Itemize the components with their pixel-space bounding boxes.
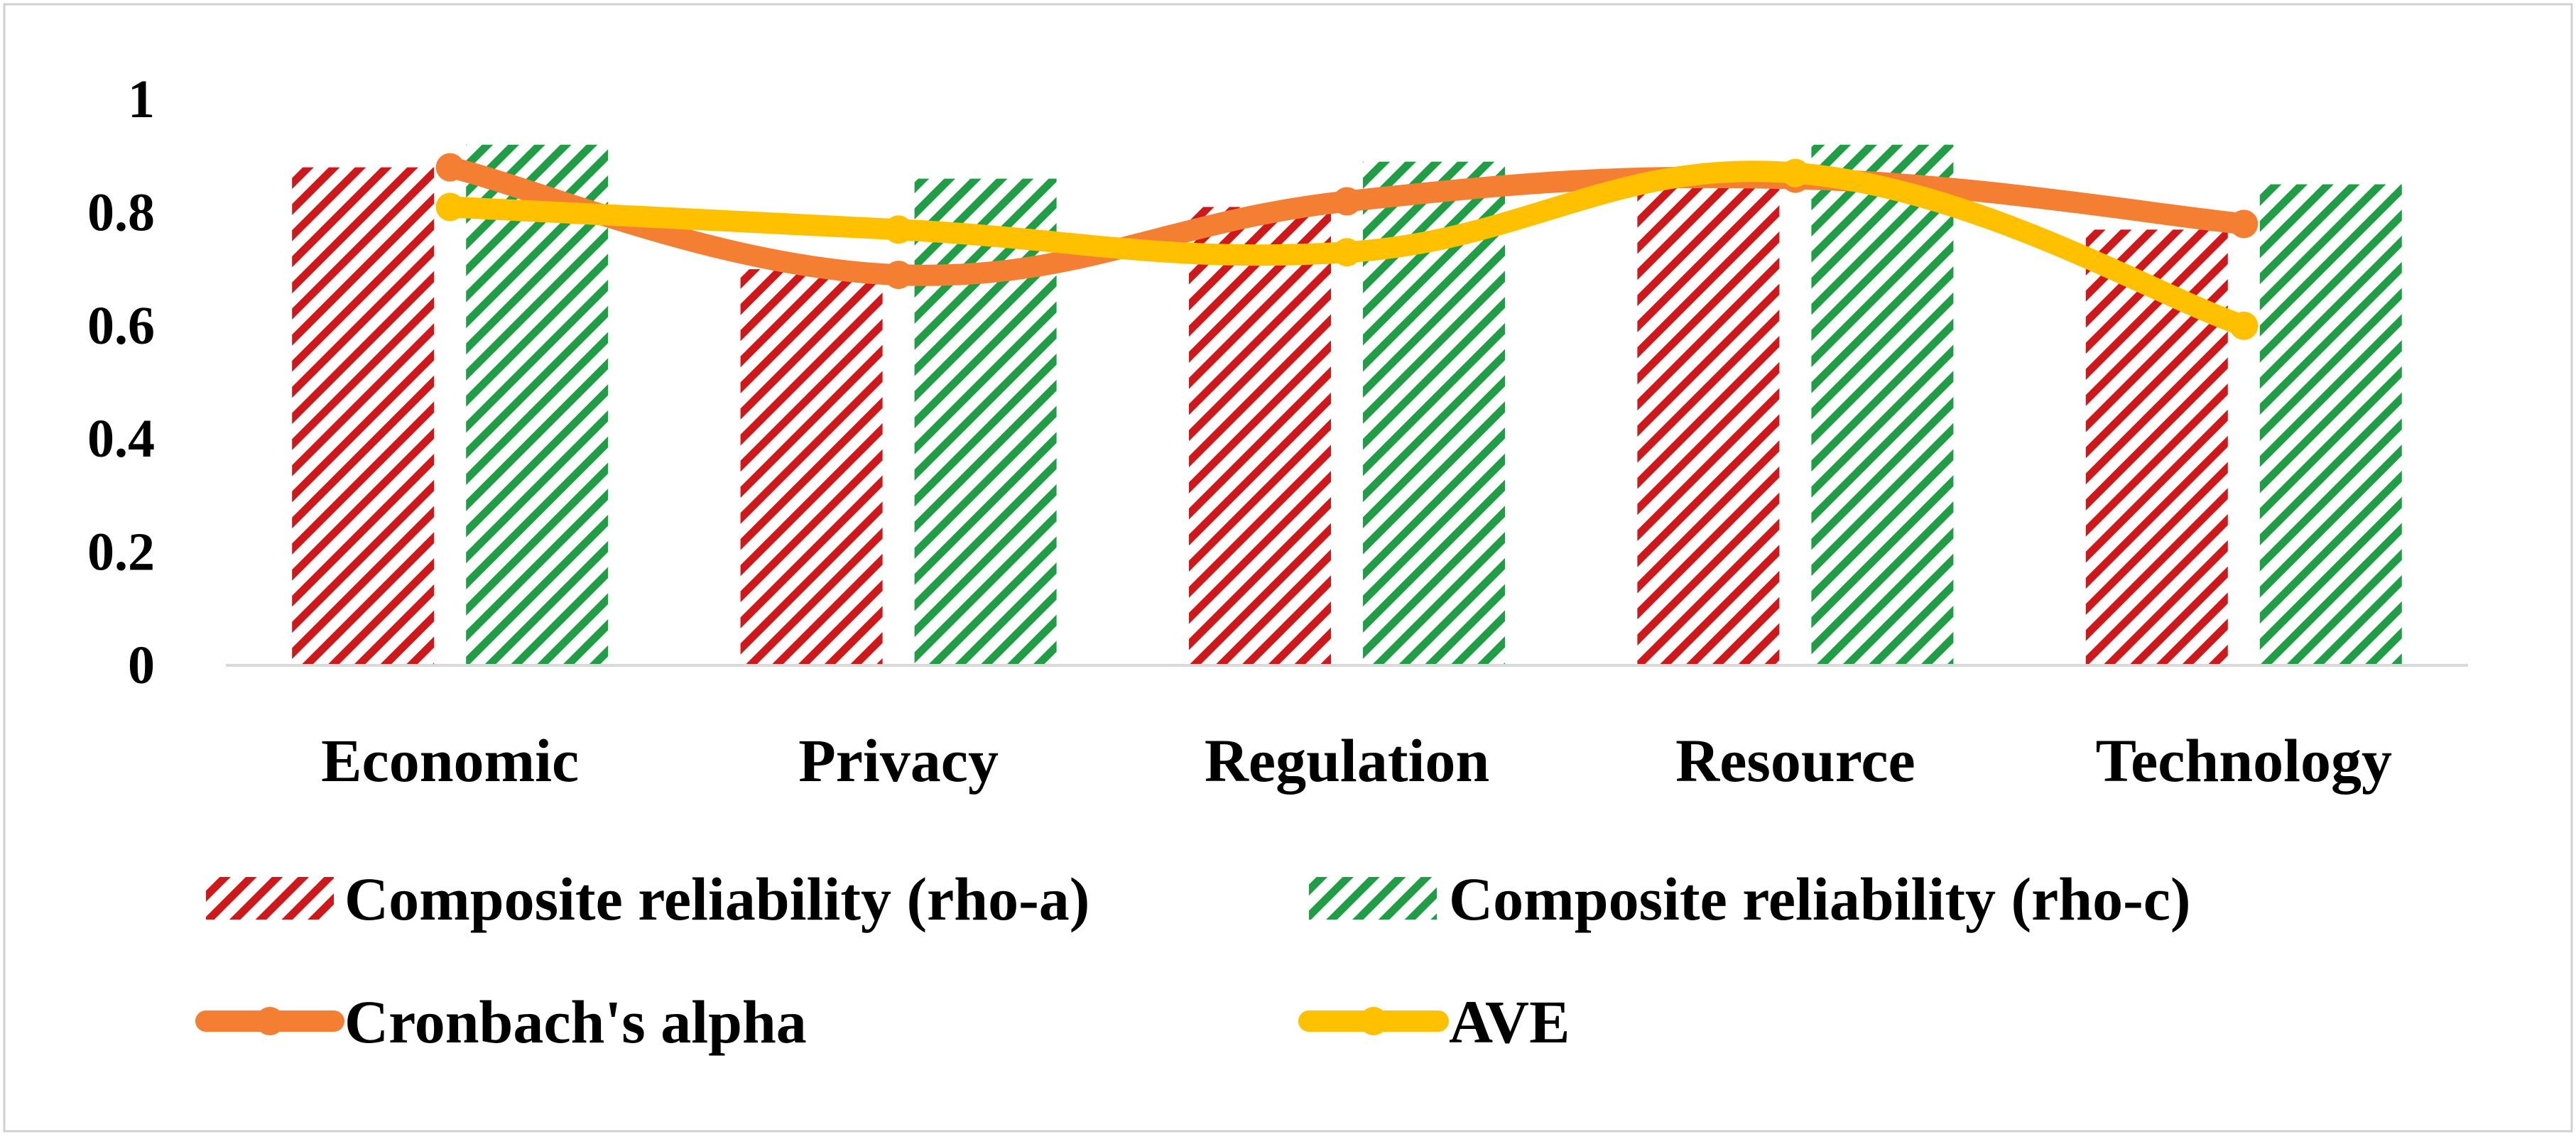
bar-rho-a-privacy bbox=[740, 269, 883, 666]
x-axis-tick-labels: Economic Privacy Regulation Resource Technol… bbox=[321, 726, 2392, 795]
bar-rho-c-technology bbox=[2259, 184, 2402, 665]
y-tick-label: 0.2 bbox=[87, 523, 155, 582]
point-cronbach-alpha-privacy bbox=[884, 261, 913, 290]
bar-rho-c-privacy bbox=[914, 178, 1057, 665]
legend-label-rho-a: Composite reliability (rho-a) bbox=[344, 865, 1089, 933]
legend-label-ave: AVE bbox=[1449, 988, 1570, 1056]
y-axis-tick-labels: 0 0.2 0.4 0.6 0.8 1 bbox=[87, 70, 155, 695]
bar-rho-c-economic bbox=[466, 144, 609, 665]
x-tick-label: Resource bbox=[1675, 726, 1915, 795]
legend-label-rho-c: Composite reliability (rho-c) bbox=[1449, 865, 2191, 933]
point-cronbach-alpha-regulation bbox=[1332, 187, 1362, 216]
legend-marker-ave bbox=[1359, 1007, 1388, 1035]
point-ave-resource bbox=[1781, 158, 1810, 187]
legend-marker-cronbach-alpha bbox=[256, 1007, 284, 1035]
y-tick-label: 0.6 bbox=[87, 296, 155, 356]
bar-rho-a-regulation bbox=[1189, 207, 1331, 665]
point-cronbach-alpha-economic bbox=[435, 153, 464, 182]
y-tick-label: 0.4 bbox=[87, 409, 155, 469]
point-ave-technology bbox=[2229, 311, 2259, 340]
point-ave-economic bbox=[435, 192, 464, 222]
legend-label-cronbach-alpha: Cronbach's alpha bbox=[344, 988, 807, 1056]
bar-rho-c-resource bbox=[1811, 144, 1954, 665]
bar-rho-a-economic bbox=[292, 167, 435, 665]
bar-rho-a-resource bbox=[1637, 184, 1780, 665]
legend-swatch-rho-a bbox=[206, 877, 334, 920]
x-tick-label: Regulation bbox=[1205, 726, 1489, 795]
x-tick-label: Technology bbox=[2096, 726, 2392, 795]
y-tick-label: 0.8 bbox=[87, 182, 155, 242]
point-cronbach-alpha-technology bbox=[2229, 209, 2259, 239]
legend-swatch-rho-c bbox=[1309, 877, 1437, 920]
y-tick-label: 0 bbox=[128, 636, 155, 695]
y-tick-label: 1 bbox=[128, 70, 155, 129]
legend: Composite reliability (rho-a) Composite r… bbox=[195, 865, 2191, 1056]
x-tick-label: Economic bbox=[321, 726, 579, 795]
lines-layer bbox=[435, 153, 2259, 340]
point-ave-privacy bbox=[884, 215, 913, 244]
point-ave-regulation bbox=[1332, 238, 1362, 267]
x-tick-label: Privacy bbox=[798, 726, 999, 795]
